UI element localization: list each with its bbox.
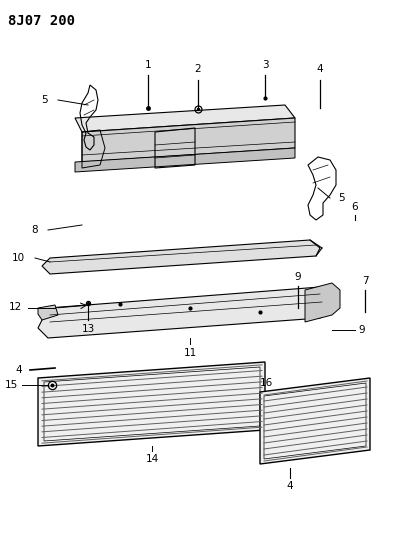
Text: 2: 2: [195, 64, 201, 74]
Text: 6: 6: [352, 202, 358, 212]
Text: 4: 4: [286, 481, 293, 491]
Polygon shape: [305, 283, 340, 322]
Text: 8: 8: [31, 225, 38, 235]
Text: 8J07 200: 8J07 200: [8, 14, 75, 28]
Text: 5: 5: [41, 95, 48, 105]
Polygon shape: [75, 148, 295, 172]
Polygon shape: [260, 378, 370, 464]
Text: 1: 1: [145, 60, 151, 70]
Polygon shape: [75, 105, 295, 132]
Text: 4: 4: [317, 64, 323, 74]
Text: 13: 13: [81, 324, 95, 334]
Text: 5: 5: [338, 193, 345, 203]
Polygon shape: [42, 240, 320, 274]
Text: 4: 4: [15, 365, 22, 375]
Text: 15: 15: [5, 380, 18, 390]
Polygon shape: [38, 362, 265, 446]
Text: 3: 3: [262, 60, 268, 70]
Text: 9: 9: [358, 325, 365, 335]
Text: 14: 14: [145, 454, 159, 464]
Text: 10: 10: [12, 253, 25, 263]
Polygon shape: [38, 287, 332, 338]
Text: 11: 11: [184, 348, 196, 358]
Polygon shape: [38, 305, 58, 320]
Text: 9: 9: [295, 272, 301, 282]
Polygon shape: [82, 118, 295, 162]
Text: 16: 16: [260, 378, 273, 388]
Text: 12: 12: [9, 302, 22, 312]
Text: 7: 7: [362, 276, 368, 286]
